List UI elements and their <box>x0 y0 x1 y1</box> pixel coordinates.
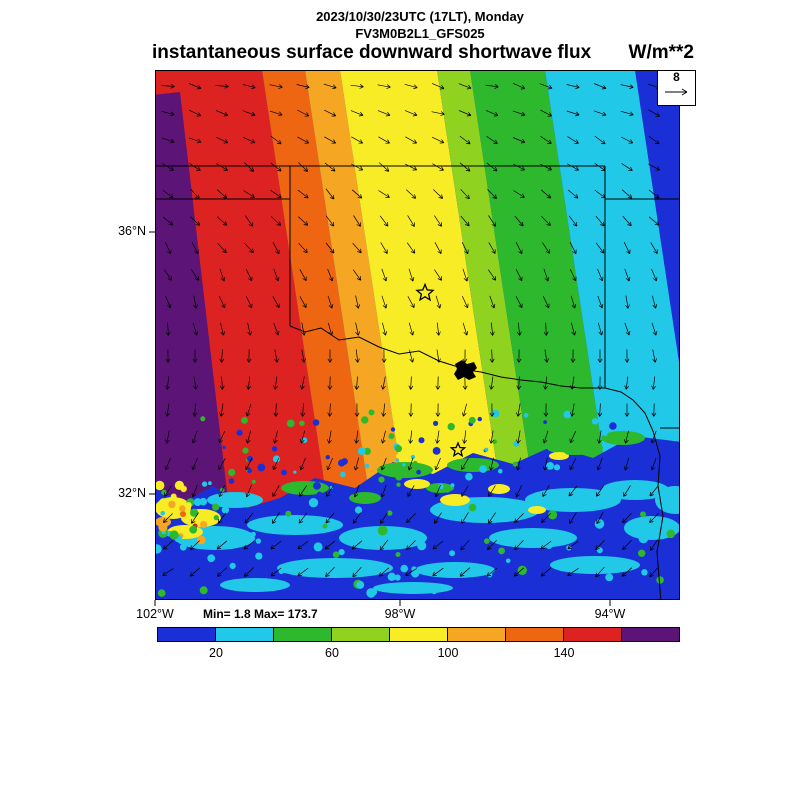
colorbar-tick-label: 140 <box>553 646 575 660</box>
star-marker <box>449 441 467 458</box>
lon-label: 98°W <box>384 607 416 621</box>
colorbar-segment <box>621 627 680 642</box>
colorbar-segment <box>505 627 564 642</box>
red-river-border <box>289 325 664 600</box>
lat-label: 36°N <box>118 224 146 238</box>
vector-reference-box: 8 <box>657 70 696 106</box>
purple-band <box>155 92 240 600</box>
colorbar-segment <box>215 627 274 642</box>
lon-label: 94°W <box>594 607 626 621</box>
model-name-header: FV3M0B2L1_GFS025 <box>355 26 485 41</box>
colorbar-tick-label: 60 <box>325 646 339 660</box>
vector-reference-arrow-icon <box>665 88 688 96</box>
colorbar-tick-label: 100 <box>437 646 459 660</box>
lake-marker <box>454 360 477 380</box>
wind-arrows-layer <box>161 82 661 578</box>
lat-label: 32°N <box>118 486 146 500</box>
colorbar-segment <box>331 627 390 642</box>
colorbar-segment <box>389 627 448 642</box>
colorbar <box>157 627 680 642</box>
colorbar-segment <box>273 627 332 642</box>
plot-title: instantaneous surface downward shortwave… <box>152 42 592 63</box>
lon-label: 102°W <box>136 607 174 621</box>
plot-units-label: W/m**2 <box>628 42 694 63</box>
vector-reference-value: 8 <box>673 70 680 84</box>
timestamp-header: 2023/10/30/23UTC (17LT), Monday <box>316 9 524 24</box>
minmax-stats: Min= 1.8 Max= 173.7 <box>203 607 318 621</box>
colorbar-segment <box>447 627 506 642</box>
colorbar-tick-label: 20 <box>209 646 223 660</box>
map-plot <box>149 70 680 606</box>
map-fill-layer <box>155 70 680 600</box>
colorbar-segment <box>157 627 216 642</box>
map-frame <box>155 70 680 600</box>
colorbar-segment <box>563 627 622 642</box>
state-borders-layer <box>155 165 680 600</box>
cloudy-low-flux-region <box>155 436 680 600</box>
star-marker <box>415 282 435 302</box>
colorbar-labels: 20 60 100 140 <box>158 646 680 662</box>
